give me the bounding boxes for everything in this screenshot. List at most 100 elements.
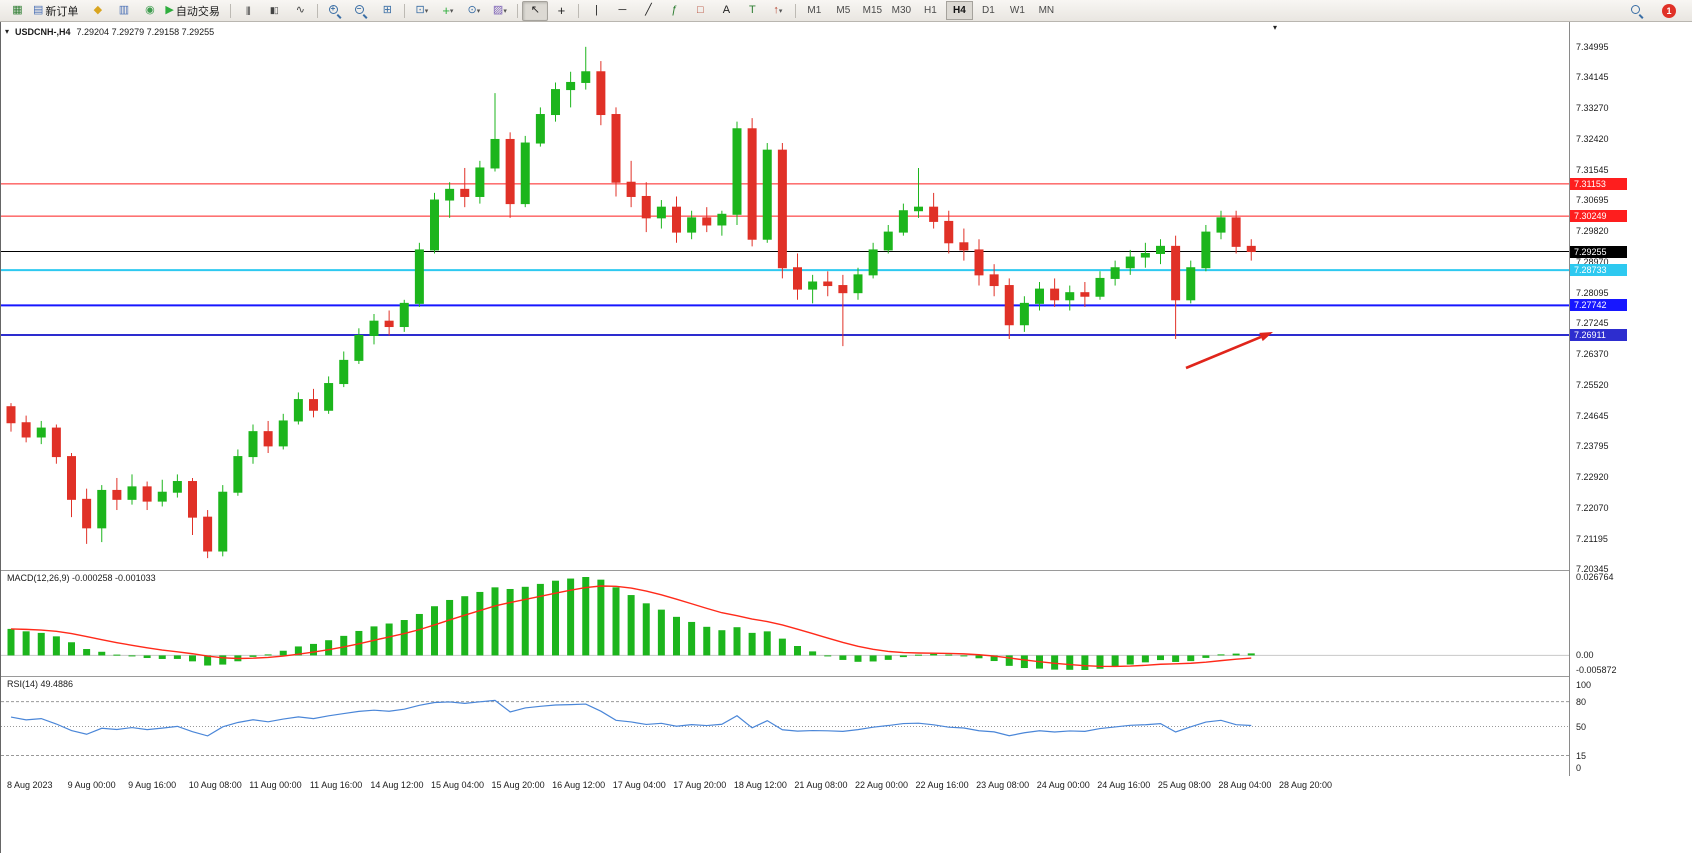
timeframe-d1-button[interactable]: D1 <box>981 5 995 16</box>
price-pane[interactable] <box>1 22 1569 570</box>
shapes-tool-button[interactable]: □ <box>687 1 713 21</box>
macd-histogram-bar <box>854 655 862 662</box>
candle-body <box>339 359 349 385</box>
horizontal-line-tool-button[interactable]: ─ <box>609 1 635 21</box>
price-level-tag: 7.31153 <box>1570 177 1627 190</box>
indicators-button[interactable]: + ▾ <box>435 1 461 21</box>
new-order-label: 新订单 <box>45 5 79 18</box>
notification-badge: 1 <box>1662 3 1676 18</box>
data-window-button[interactable]: ▥ <box>110 1 136 21</box>
toolbar-separator <box>516 3 518 18</box>
candle-body <box>1035 288 1044 304</box>
navigator-button[interactable]: ◉ <box>136 1 162 21</box>
notifications-button[interactable]: 1 <box>1656 1 1682 21</box>
candle-body <box>354 334 364 361</box>
macd-histogram-bar <box>688 621 696 656</box>
cursor-tool-button[interactable]: ↖ <box>521 0 548 21</box>
line-chart-mode-button[interactable]: ∿ <box>287 1 313 21</box>
candlestick-mode-button[interactable]: ▮▯ <box>261 1 287 21</box>
macd-histogram-bar <box>1020 655 1028 669</box>
timeframe-mn-button[interactable]: MN <box>1038 5 1055 16</box>
new-window-icon: ⊡ <box>415 4 425 16</box>
macd-histogram-bar <box>294 646 302 656</box>
macd-axis-label: -0.005872 <box>1576 665 1617 675</box>
candle-body <box>853 274 863 294</box>
candle-body <box>974 249 984 276</box>
macd-histogram-bar <box>990 655 998 662</box>
candle-body <box>944 220 954 244</box>
candle-body <box>989 274 999 287</box>
macd-histogram-bar <box>718 630 726 656</box>
templates-button[interactable]: ▨ ▾ <box>487 1 513 21</box>
rsi-axis-label: 80 <box>1576 696 1587 707</box>
text-tool-button[interactable]: A <box>713 1 739 21</box>
macd-axis-label: 0.00 <box>1576 650 1594 661</box>
fibonacci-tool-button[interactable]: ƒ <box>661 1 687 21</box>
candle-body <box>611 114 621 183</box>
annotation-arrow[interactable] <box>1185 335 1262 370</box>
macd-histogram-bar <box>219 655 227 665</box>
macd-histogram-bar <box>1066 655 1074 670</box>
timeframe-m30-button[interactable]: M30 <box>891 5 912 16</box>
arrows-tool-button[interactable]: ↑ ▾ <box>765 1 791 21</box>
macd-histogram-bar <box>839 655 847 660</box>
trendline-tool-button[interactable]: ╱ <box>635 1 661 21</box>
tile-windows-button[interactable]: ⊞ <box>374 1 400 21</box>
macd-histogram-bar <box>325 640 333 656</box>
macd-histogram-bar <box>1232 653 1240 656</box>
time-axis-label: 22 Aug 16:00 <box>915 780 969 790</box>
candle-body <box>1080 292 1090 297</box>
timeframe-h1-button[interactable]: H1 <box>923 5 937 16</box>
candle-body <box>51 427 61 458</box>
pane-separator[interactable] <box>1 570 1692 571</box>
search-button[interactable] <box>1624 1 1650 21</box>
crosshair-tool-button[interactable]: + <box>548 1 574 21</box>
macd-histogram-bar <box>491 587 499 656</box>
macd-histogram-bar <box>960 655 968 657</box>
bar-chart-mode-button[interactable]: ||| <box>235 1 261 21</box>
new-chart-button[interactable]: ▦ <box>4 1 30 21</box>
annotation-arrow-head[interactable] <box>1259 332 1273 342</box>
candle-body <box>823 281 833 287</box>
toolbar-separator <box>577 3 579 18</box>
time-axis-label: 15 Aug 04:00 <box>430 780 485 790</box>
macd-histogram-bar <box>597 579 605 656</box>
timeframe-m15-button[interactable]: M15 <box>862 5 883 16</box>
timeframe-m1-button[interactable]: M1 <box>807 5 822 16</box>
play-icon: ▶ <box>165 4 174 16</box>
candle-body <box>808 281 818 290</box>
rsi-pane[interactable] <box>1 677 1569 776</box>
time-axis-label: 17 Aug 04:00 <box>612 780 666 790</box>
label-tool-button[interactable]: T <box>739 1 765 21</box>
macd-pane[interactable] <box>1 571 1569 676</box>
zoom-out-button[interactable]: − <box>348 1 374 21</box>
candle-body <box>687 217 697 233</box>
rsi-axis-label: 100 <box>1576 680 1592 690</box>
time-axis[interactable]: 8 Aug 2023 9 Aug 00:00 9 Aug 16:00 10 Aug 0… <box>1 776 1692 816</box>
one-click-trading-toggle[interactable]: ▾ <box>5 27 10 36</box>
macd-histogram-bar <box>778 638 786 656</box>
market-watch-button[interactable]: ◆ <box>84 1 110 21</box>
candle-body <box>188 481 197 518</box>
timeframe-h4-button[interactable]: H4 <box>945 1 973 20</box>
candle-body <box>596 71 606 116</box>
macd-histogram-bar <box>128 655 136 657</box>
periods-button[interactable]: ⊙ ▾ <box>461 1 487 21</box>
macd-histogram-bar <box>52 636 60 656</box>
auto-trading-button[interactable]: ▶ 自动交易 <box>162 1 225 21</box>
chart-shift-marker-icon[interactable]: ▾ <box>1273 23 1278 32</box>
price-axis[interactable]: 7.34995 7.34145 7.33270 7.32420 7.31545 7.306… <box>1569 22 1692 776</box>
new-window-button[interactable]: ⊡ ▾ <box>409 1 435 21</box>
macd-histogram-bar <box>809 651 817 656</box>
macd-histogram-bar <box>158 655 166 659</box>
macd-histogram-bar <box>1172 655 1180 662</box>
new-order-button[interactable]: ▤ 新订单 <box>30 1 84 21</box>
chevron-down-icon: ▾ <box>449 7 454 15</box>
vertical-line-tool-button[interactable]: | <box>583 1 609 21</box>
chevron-down-icon: ▾ <box>476 7 481 15</box>
timeframe-w1-button[interactable]: W1 <box>1009 5 1025 16</box>
pane-separator[interactable] <box>1 676 1692 677</box>
candle-body <box>1065 292 1075 301</box>
zoom-in-button[interactable]: + <box>322 1 348 21</box>
timeframe-m5-button[interactable]: M5 <box>836 5 851 16</box>
